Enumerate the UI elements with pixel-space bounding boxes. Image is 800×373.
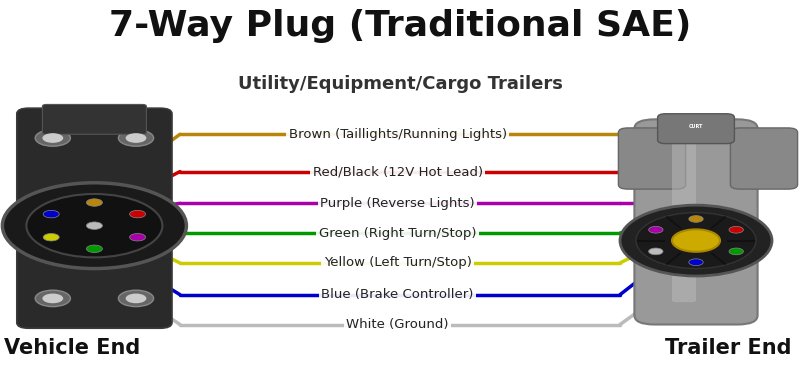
FancyBboxPatch shape <box>634 119 758 325</box>
Circle shape <box>118 290 154 307</box>
Text: Purple (Reverse Lights): Purple (Reverse Lights) <box>320 197 475 210</box>
Circle shape <box>130 210 146 218</box>
Circle shape <box>35 290 70 307</box>
FancyBboxPatch shape <box>658 114 734 144</box>
FancyBboxPatch shape <box>730 128 798 189</box>
Circle shape <box>636 213 756 269</box>
Text: White (Ground): White (Ground) <box>346 318 449 331</box>
Text: Utility/Equipment/Cargo Trailers: Utility/Equipment/Cargo Trailers <box>238 75 562 93</box>
Circle shape <box>729 226 743 233</box>
Circle shape <box>42 294 63 303</box>
Text: Vehicle End: Vehicle End <box>4 338 140 358</box>
Circle shape <box>126 133 146 143</box>
Text: 7-Way Plug (Traditional SAE): 7-Way Plug (Traditional SAE) <box>109 9 691 43</box>
Circle shape <box>118 130 154 146</box>
Circle shape <box>649 248 663 255</box>
Circle shape <box>2 183 186 269</box>
Circle shape <box>35 130 70 146</box>
Circle shape <box>689 216 703 222</box>
Circle shape <box>42 133 63 143</box>
Circle shape <box>130 233 146 241</box>
Circle shape <box>672 229 720 252</box>
FancyBboxPatch shape <box>672 142 696 302</box>
Circle shape <box>620 205 772 276</box>
Circle shape <box>43 233 59 241</box>
Circle shape <box>729 248 743 255</box>
FancyBboxPatch shape <box>17 108 172 328</box>
Text: Trailer End: Trailer End <box>665 338 791 358</box>
Circle shape <box>86 222 102 229</box>
Text: Brown (Taillights/Running Lights): Brown (Taillights/Running Lights) <box>289 128 506 141</box>
Text: Blue (Brake Controller): Blue (Brake Controller) <box>322 288 474 301</box>
Text: Red/Black (12V Hot Lead): Red/Black (12V Hot Lead) <box>313 165 482 178</box>
Circle shape <box>86 199 102 206</box>
FancyBboxPatch shape <box>618 128 686 189</box>
Circle shape <box>126 294 146 303</box>
Circle shape <box>26 194 162 257</box>
Text: Green (Right Turn/Stop): Green (Right Turn/Stop) <box>319 227 476 239</box>
Circle shape <box>649 226 663 233</box>
Circle shape <box>43 210 59 218</box>
Circle shape <box>689 259 703 266</box>
Text: Yellow (Left Turn/Stop): Yellow (Left Turn/Stop) <box>324 257 471 269</box>
FancyBboxPatch shape <box>42 104 146 134</box>
Circle shape <box>86 245 102 253</box>
Text: CURT: CURT <box>689 124 703 129</box>
